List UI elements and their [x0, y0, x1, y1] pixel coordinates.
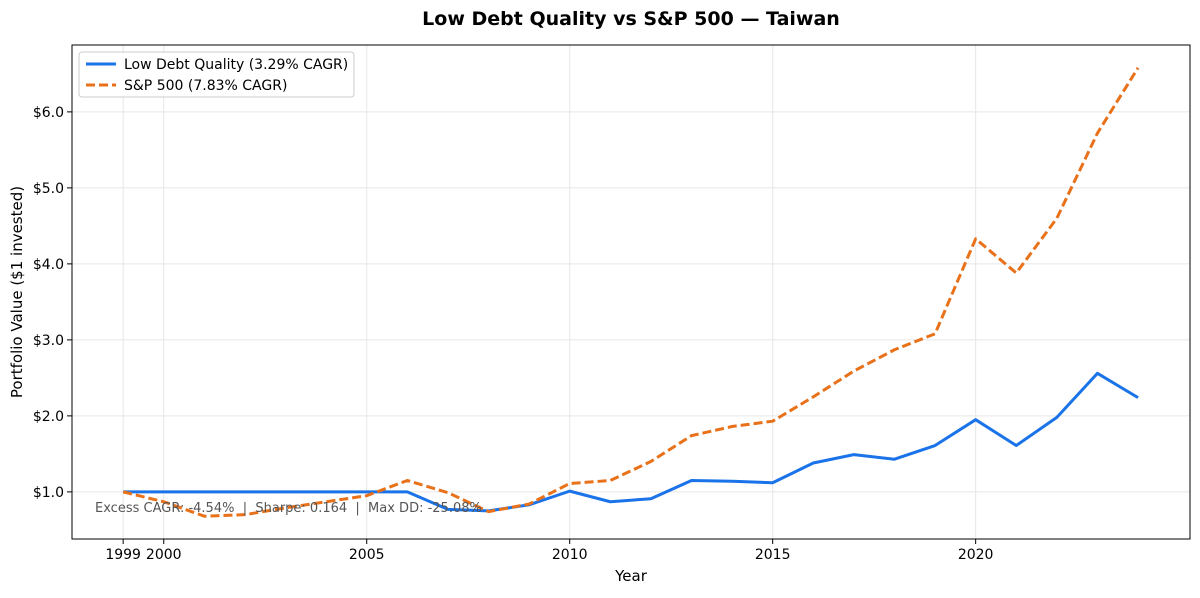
legend-label-1: S&P 500 (7.83% CAGR): [124, 78, 287, 94]
chart-title: Low Debt Quality vs S&P 500 — Taiwan: [422, 8, 840, 30]
x-axis: 1999 2000 2005 2010 2015 2020: [105, 539, 993, 563]
series-group: [122, 67, 1140, 518]
x-tick-label: 2020: [958, 547, 994, 563]
legend-frame: [78, 51, 355, 98]
y-tick-label: $3.0: [33, 333, 64, 349]
y-tick-label: $4.0: [33, 257, 64, 273]
y-tick-label: $1.0: [33, 485, 64, 501]
y-tick-label: $6.0: [33, 105, 64, 121]
x-tick-label: 2010: [552, 547, 588, 563]
legend: Low Debt Quality (3.29% CAGR) S&P 500 (7…: [78, 51, 355, 98]
x-tick-label: 2000: [146, 547, 182, 563]
x-tick-label: 2005: [349, 547, 385, 563]
legend-label-0: Low Debt Quality (3.29% CAGR): [124, 57, 348, 73]
y-tick-label: $5.0: [33, 181, 64, 197]
y-axis-label: Portfolio Value ($1 invested): [8, 186, 26, 398]
y-tick-label: $2.0: [33, 409, 64, 425]
plot-frame: [71, 44, 1191, 540]
x-axis-label: Year: [614, 567, 648, 585]
y-axis: $1.0 $2.0 $3.0 $4.0 $5.0 $6.0: [33, 105, 72, 501]
grid: [72, 45, 1190, 539]
series-line-0: [123, 371, 1139, 513]
x-tick-label: 2015: [755, 547, 791, 563]
series-line-1: [122, 67, 1140, 518]
x-tick-label: 1999: [105, 547, 141, 563]
stats-annotation: Excess CAGR: -4.54% | Sharpe: 0.164 | Ma…: [95, 501, 482, 516]
